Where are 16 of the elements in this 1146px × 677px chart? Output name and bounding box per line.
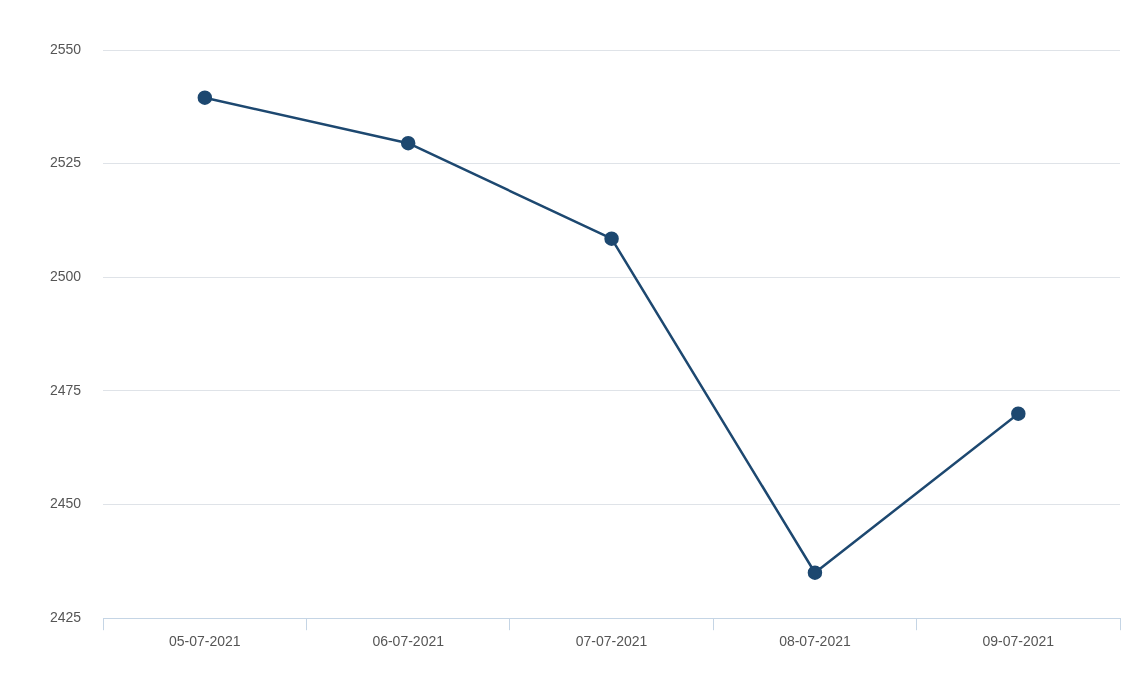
x-tick-label: 08-07-2021 [779,633,851,650]
x-tick-label: 07-07-2021 [575,633,648,650]
y-tick-label: 2475 [49,381,82,398]
point [1011,406,1026,421]
y-tick-label: 2525 [49,154,82,171]
point [604,231,619,246]
point [807,565,823,580]
point [197,90,213,105]
point [400,135,416,151]
y-tick-label: 2550 [49,40,82,57]
y-tick-label: 2450 [49,495,82,512]
x-tick-label: 09-07-2021 [982,633,1055,650]
y-tick-label: 2500 [49,268,82,285]
y-tick-label: 2425 [49,609,82,626]
x-tick-label: 06-07-2021 [372,633,445,650]
x-tick-label: 05-07-2021 [169,633,241,650]
